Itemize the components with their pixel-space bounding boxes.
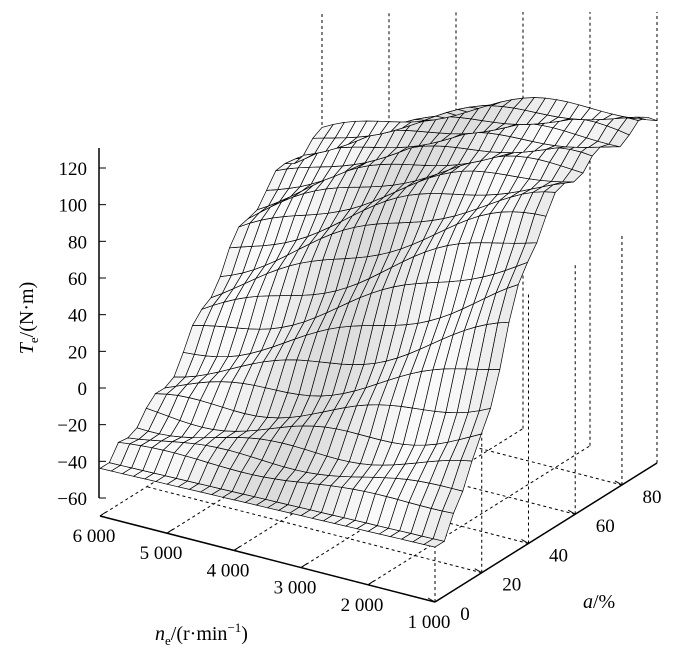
torque-surface (99, 97, 658, 548)
x-axis-line (99, 515, 436, 603)
x-tick-mark (434, 597, 442, 603)
y-tick-mark (521, 539, 529, 544)
z-tick-label: 20 (68, 342, 87, 363)
x-tick-label: 1 000 (408, 612, 451, 633)
z-tick-label: 80 (68, 232, 87, 253)
x-tick-label: 4 000 (207, 560, 250, 581)
floor-grid-line (367, 445, 591, 586)
z-tick-label: 60 (68, 269, 87, 290)
y-axis-label: a/% (583, 591, 615, 613)
z-tick-label: −40 (57, 452, 87, 473)
axes-layer (98, 148, 658, 603)
y-tick-label: 0 (460, 604, 470, 625)
floor-grid-line (146, 486, 482, 574)
x-tick-label: 3 000 (274, 578, 317, 599)
z-tick-label: 120 (59, 159, 88, 180)
z-axis-label: Te/(N·m) (16, 282, 41, 354)
y-tick-label: 60 (596, 516, 615, 537)
y-tick-mark (567, 509, 576, 515)
z-tick-label: −60 (57, 489, 87, 510)
y-tick-label: 80 (642, 487, 661, 508)
x-tick-mark (300, 563, 308, 569)
z-tick-label: 40 (68, 306, 87, 327)
tick-labels: −60 −40 −20 0 20 40 60 80 100 120 1 000 2 000 3 000 4… (57, 159, 661, 633)
x-tick-mark (166, 528, 174, 534)
x-tick-label: 2 000 (341, 595, 384, 616)
x-tick-label: 6 000 (73, 526, 116, 547)
y-tick-label: 40 (549, 545, 568, 566)
x-tick-mark (99, 511, 107, 517)
y-axis-line (434, 462, 658, 603)
x-axis-label: ne/(r·min−1) (155, 620, 248, 648)
z-tick-label: 0 (78, 379, 88, 400)
x-tick-mark (367, 580, 375, 586)
z-tick-label: 100 (59, 196, 88, 217)
x-tick-label: 5 000 (140, 543, 183, 564)
y-tick-mark (427, 597, 436, 603)
surface-cell (312, 123, 335, 139)
floor-grid-line (300, 428, 524, 569)
y-tick-mark (474, 568, 482, 574)
y-tick-mark (614, 480, 623, 486)
y-tick-label: 20 (502, 575, 521, 596)
z-tick-label: −20 (57, 416, 87, 437)
x-tick-mark (233, 545, 241, 551)
